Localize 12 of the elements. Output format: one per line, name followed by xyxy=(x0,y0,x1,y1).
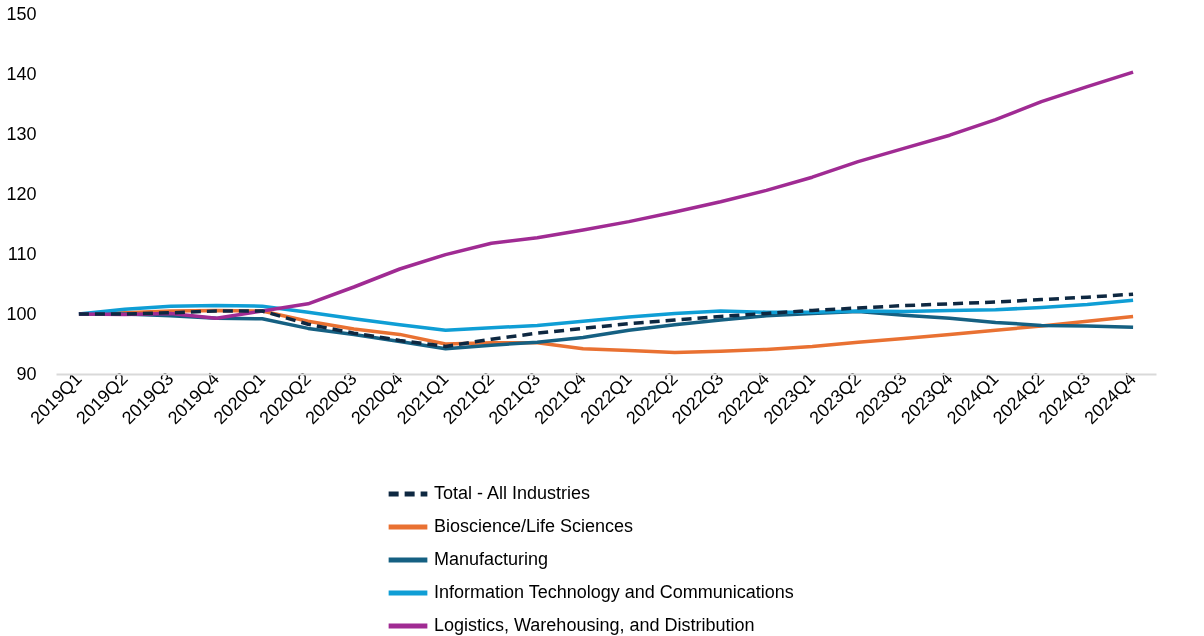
y-tick-label: 150 xyxy=(6,3,37,24)
legend-label: Bioscience/Life Sciences xyxy=(434,516,634,536)
legend-label: Total - All Industries xyxy=(434,483,591,503)
y-tick-label: 130 xyxy=(6,123,37,144)
legend-label: Information Technology and Communications xyxy=(434,582,794,602)
legend-label: Logistics, Warehousing, and Distribution xyxy=(434,615,755,635)
y-tick-label: 100 xyxy=(6,303,37,324)
y-tick-label: 120 xyxy=(6,183,37,204)
y-tick-label: 110 xyxy=(7,243,37,264)
y-tick-label: 140 xyxy=(6,63,37,84)
legend-label: Manufacturing xyxy=(434,549,549,569)
line-series xyxy=(77,292,1135,349)
